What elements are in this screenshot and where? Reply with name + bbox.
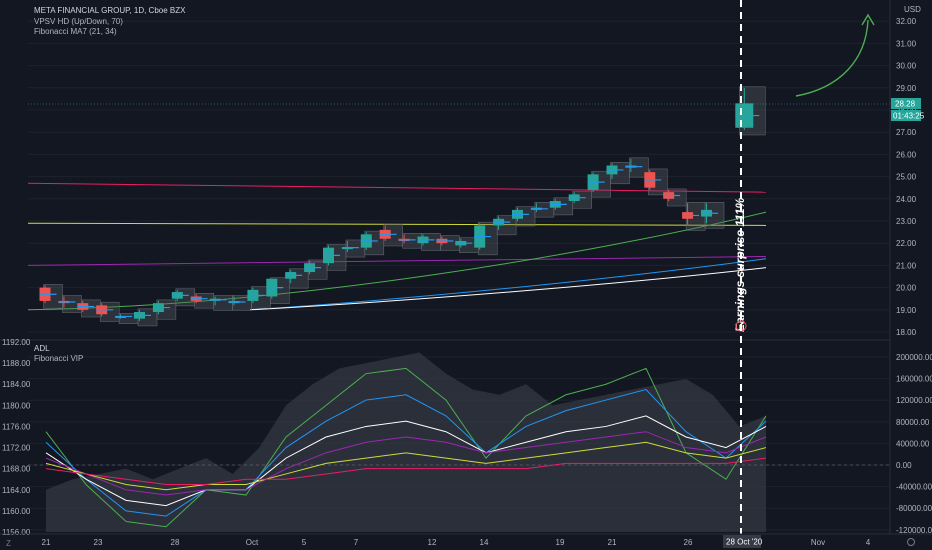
time-tick-label: 14: [480, 538, 489, 547]
moving-average-line: [249, 258, 767, 311]
time-tick-label: 7: [354, 538, 359, 547]
adl-series-line: [45, 367, 767, 528]
price-tick-label: 19.00: [896, 306, 917, 315]
adl-right-tick-label: 40000.00: [896, 439, 930, 448]
adl-left-tick-label: 1188.00: [2, 359, 31, 368]
candle-body: [341, 247, 353, 250]
right-price-axis-bg: [890, 0, 932, 534]
adl-left-tick-label: 1172.00: [2, 444, 31, 453]
time-tick-label: 5: [302, 538, 307, 547]
adl-series-line: [45, 388, 767, 517]
adl-right-tick-label: 0.00: [896, 461, 912, 470]
price-tick-label: 26.00: [896, 150, 917, 159]
price-tick-label: 24.00: [896, 195, 917, 204]
adl-series-line: [45, 457, 767, 485]
price-tick-label: 21.00: [896, 261, 917, 270]
time-axis[interactable]: 21 23 28 Oct 5 7 12 14 19 21 26 Nov 4: [42, 538, 871, 547]
adl-series-line: [45, 441, 767, 491]
price-tick-label: 18.00: [896, 328, 917, 337]
green-arrow-head: [861, 13, 875, 26]
adl-left-tick-label: 1192.00: [2, 338, 31, 347]
moving-average-line: [27, 182, 767, 193]
adl-left-tick-label: 1164.00: [2, 486, 31, 495]
zoom-icon[interactable]: Z: [6, 539, 11, 548]
adl-left-tick-label: 1168.00: [2, 465, 31, 474]
price-pane[interactable]: META FINANCIAL GROUP, 1D, Cboe BZX VPSV …: [27, 6, 890, 333]
adl-left-tick-label: 1180.00: [2, 401, 31, 410]
candle-body: [115, 316, 127, 318]
adl-series-lines: [45, 367, 767, 528]
time-tick-label: 23: [94, 538, 103, 547]
price-tick-label: 27.00: [896, 128, 917, 137]
adl-shaded-area: [46, 352, 766, 532]
price-chart-title: META FINANCIAL GROUP, 1D, Cboe BZX: [34, 6, 186, 15]
adl-left-tick-label: 1156.00: [2, 528, 31, 537]
settings-gear-icon[interactable]: [907, 538, 915, 546]
time-tick-label: 21: [42, 538, 51, 547]
adl-pane[interactable]: ADL Fibonacci VIP: [28, 344, 890, 532]
price-tick-label: 25.00: [896, 173, 917, 182]
price-tick-label: 30.00: [896, 62, 917, 71]
indicator-label-vpsv: VPSV HD (Up/Down, 70): [34, 17, 123, 26]
adl-left-tick-label: 1184.00: [2, 380, 31, 389]
price-tick-label: 29.00: [896, 84, 917, 93]
adl-right-tick-label: -120000.00: [896, 526, 932, 535]
price-tick-label: 23.00: [896, 217, 917, 226]
countdown-value: 01:43:25: [893, 112, 925, 121]
time-tick-label: Oct: [246, 538, 259, 547]
adl-right-tick-label: 120000.00: [896, 396, 932, 405]
adl-series-line: [45, 415, 767, 507]
right-price-axis[interactable]: 18.00 19.00 20.00 21.00 22.00 23.00 24.00 25.00…: [896, 17, 932, 535]
currency-label: USD: [904, 5, 921, 14]
price-tick-label: 22.00: [896, 239, 917, 248]
adl-left-tick-label: 1176.00: [2, 422, 31, 431]
indicator-label-fib-ma: Fibonacci MA7 (21, 34): [34, 27, 117, 36]
price-tick-label: 31.00: [896, 39, 917, 48]
time-tick-label: 12: [428, 538, 437, 547]
candlestick-series[interactable]: [39, 86, 766, 327]
adl-series-line: [45, 431, 767, 496]
time-tick-label: 21: [608, 538, 617, 547]
price-tick-label: 20.00: [896, 284, 917, 293]
time-tick-label: Nov: [811, 538, 825, 547]
time-tick-label: 4: [866, 538, 871, 547]
green-arrow-curve: [795, 19, 869, 97]
price-tick-label: 32.00: [896, 17, 917, 26]
last-price-value: 28.28: [895, 100, 916, 109]
time-tick-label: 19: [556, 538, 565, 547]
adl-indicator-label: Fibonacci VIP: [34, 354, 83, 363]
countdown-badge: [891, 110, 921, 121]
adl-right-tick-label: 200000.00: [896, 353, 932, 362]
adl-right-tick-label: 80000.00: [896, 418, 930, 427]
moving-average-line: [249, 267, 767, 311]
moving-average-line: [27, 211, 767, 311]
last-price-badge: [891, 98, 921, 109]
adl-right-tick-label: 160000.00: [896, 375, 932, 384]
adl-right-tick-label: -40000.00: [896, 483, 932, 492]
adl-left-tick-label: 1160.00: [2, 507, 31, 516]
moving-average-line: [27, 256, 767, 266]
adl-title: ADL: [34, 344, 50, 353]
adl-right-tick-label: -80000.00: [896, 504, 932, 513]
left-adl-axis[interactable]: 1156.00 1160.00 1164.00 1168.00 1172.00 1176.…: [2, 338, 31, 537]
time-cursor-label: 28 Oct '20: [726, 538, 763, 547]
time-cursor-badge: [723, 535, 761, 548]
time-tick-label: 28: [171, 538, 180, 547]
time-tick-label: 26: [684, 538, 693, 547]
